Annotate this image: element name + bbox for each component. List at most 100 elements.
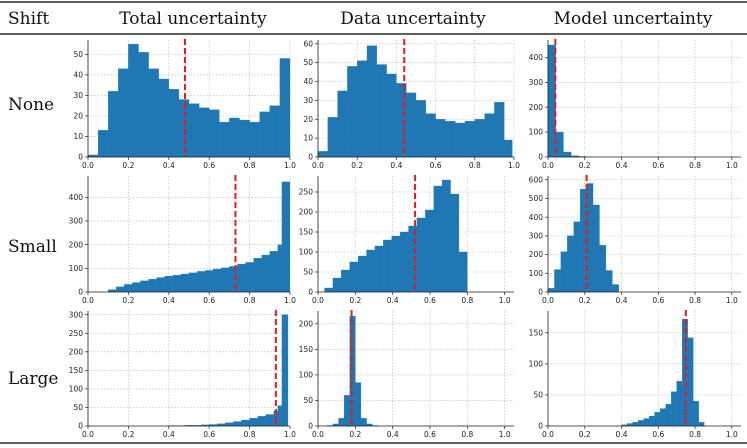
axis-spines: [87, 40, 290, 158]
x-tick-label: 1.0: [284, 161, 296, 170]
x-tick-label: 0.8: [689, 161, 701, 170]
histogram-bar: [567, 235, 574, 293]
column-header-total: Total uncertainty: [119, 9, 267, 29]
x-tick-label: 0.0: [82, 430, 94, 439]
y-tick-label: 200: [529, 103, 544, 112]
histogram-bar: [128, 43, 139, 158]
y-tick-label: 200: [69, 347, 84, 356]
y-tick-label: 150: [69, 366, 84, 375]
histogram-bar: [687, 337, 694, 427]
y-tick-label: 0: [538, 153, 543, 162]
panel-none-total-uncertainty: 0 10 20 30 40 50 0.0 0.2 0.4 0.6 0.8 1.0: [73, 39, 296, 170]
y-tick-label: 50: [303, 268, 313, 277]
y-tick-label: 50: [303, 58, 313, 67]
histogram-bar: [116, 286, 125, 293]
x-tick-label: 0.6: [652, 161, 664, 170]
x-tick-label: 0.4: [163, 430, 175, 439]
panel-small-data-uncertainty: 0 50 100 150 200 250 0.0 0.2 0.4 0.6 0.8 1.0: [299, 175, 514, 305]
y-tick-label: 400: [529, 53, 544, 62]
y-tick-label: 0: [78, 288, 83, 297]
histogram-bar: [563, 151, 572, 158]
histogram-bar: [357, 255, 367, 293]
panel-large-model-uncertainty: 0 50 100 150 0.0 0.2 0.4 0.6 0.8 1.0: [529, 310, 741, 439]
histogram-bar: [253, 257, 262, 293]
histogram-bar: [632, 422, 639, 427]
histogram-bar: [573, 221, 581, 293]
axis-spines: [317, 40, 514, 158]
x-tick-label: 1.0: [508, 161, 520, 170]
y-tick-label: 30: [73, 91, 83, 100]
x-tick-label: 1.0: [726, 430, 738, 439]
y-tick-label: 100: [69, 264, 84, 273]
histogram-panels: 0 10 20 30 40 50 0.0 0.2 0.4 0.6 0.8 1.0 0 10 20 30 40 50…: [69, 39, 741, 439]
y-tick-label: 10: [73, 132, 83, 141]
y-tick-label: 200: [69, 240, 84, 249]
histogram-bar: [180, 273, 190, 293]
histogram-bar: [269, 251, 279, 293]
histogram-bar: [435, 119, 446, 158]
y-tick-label: 0: [308, 288, 313, 297]
x-tick-label: 0.8: [689, 296, 701, 305]
row-label-none: None: [8, 95, 54, 115]
histogram-bar: [554, 269, 562, 293]
histogram-bar: [383, 239, 392, 293]
x-tick-label: 0.2: [122, 430, 134, 439]
histogram-bar: [108, 91, 119, 158]
histogram-bar: [599, 245, 607, 293]
histogram-bar: [156, 277, 165, 293]
histogram-bar: [279, 58, 291, 158]
x-tick-label: 0.2: [122, 296, 134, 305]
histogram-bar: [277, 405, 283, 427]
y-tick-label: 250: [299, 188, 314, 197]
histogram-bar: [399, 231, 409, 293]
y-tick-label: 300: [529, 78, 544, 87]
y-tick-label: 100: [299, 248, 314, 257]
histogram-bar: [140, 280, 149, 293]
histogram-bar: [277, 244, 283, 293]
x-tick-label: 0.0: [542, 430, 554, 439]
x-tick-label: 0.0: [82, 161, 94, 170]
histogram-bar: [355, 382, 362, 427]
y-tick-label: 200: [299, 319, 314, 328]
x-tick-label: 0.2: [349, 430, 361, 439]
histogram-bar: [386, 73, 397, 158]
histogram-bar: [158, 78, 169, 158]
histogram-bar: [637, 420, 644, 427]
histogram-bar: [391, 235, 401, 293]
y-tick-label: 50: [303, 396, 313, 405]
histogram-bar: [676, 381, 683, 427]
x-tick-label: 1.0: [726, 296, 738, 305]
axis-spines: [317, 176, 514, 293]
histogram-bar: [257, 416, 266, 427]
y-tick-label: 600: [529, 175, 544, 184]
histogram-bar: [484, 113, 495, 158]
axis-spines: [317, 311, 514, 427]
histogram-bar: [366, 45, 377, 158]
histogram-bar: [138, 52, 149, 158]
histogram-bar: [555, 131, 564, 158]
histogram-bar: [233, 421, 242, 427]
histogram-bar: [592, 204, 600, 293]
histogram-bar: [317, 151, 328, 158]
histogram-bar: [225, 422, 234, 427]
histogram-bar: [643, 418, 650, 427]
histogram-bar: [376, 64, 387, 158]
histogram-bar: [261, 254, 270, 293]
y-tick-label: 10: [303, 134, 313, 143]
y-tick-label: 100: [69, 385, 84, 394]
x-tick-label: 0.0: [312, 296, 324, 305]
y-tick-label: 100: [529, 269, 544, 278]
histogram-bar: [221, 267, 230, 293]
histogram-bar: [209, 109, 220, 158]
x-tick-label: 0.8: [689, 430, 701, 439]
histogram-bar: [229, 117, 240, 158]
x-tick-label: 0.2: [579, 296, 591, 305]
histogram-bar: [450, 193, 460, 293]
x-tick-label: 0.4: [163, 296, 175, 305]
x-tick-label: 0.0: [542, 296, 554, 305]
histogram-bar: [118, 68, 129, 158]
histogram-bar: [196, 271, 206, 293]
histogram-bar: [245, 262, 254, 293]
y-tick-label: 60: [303, 39, 313, 48]
histogram-bar: [504, 139, 513, 158]
